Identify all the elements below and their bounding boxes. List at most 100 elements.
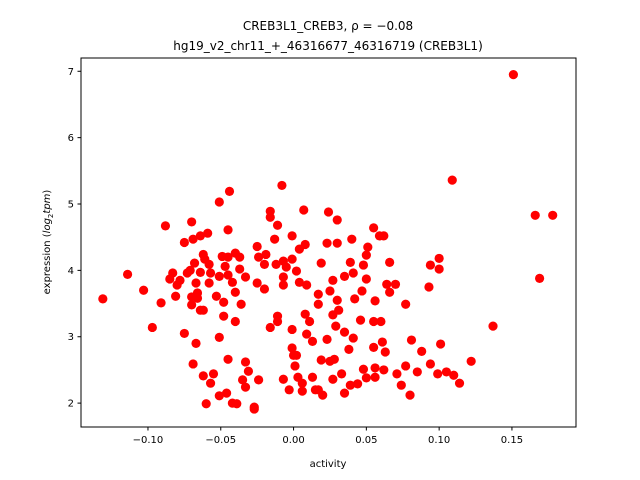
data-point: [98, 294, 108, 304]
data-point: [300, 309, 310, 319]
data-point: [287, 231, 297, 241]
data-point: [382, 279, 392, 289]
data-point: [390, 279, 401, 289]
data-point: [488, 321, 498, 331]
data-point: [328, 275, 338, 285]
data-point: [318, 390, 328, 400]
y-tick-label: 5: [68, 200, 74, 211]
data-point: [214, 271, 224, 281]
data-point: [304, 316, 315, 327]
data-point: [302, 329, 312, 339]
chart-title-line2: hg19_v2_chr11_+_46316677_46316719 (CREB3…: [173, 39, 483, 53]
data-point: [265, 212, 275, 222]
x-tick-label: 0.15: [501, 435, 523, 446]
data-point: [357, 286, 367, 296]
data-point: [219, 311, 229, 321]
data-point: [188, 234, 198, 244]
data-point: [259, 259, 270, 270]
data-point: [332, 238, 342, 248]
data-point: [380, 347, 390, 357]
data-point: [548, 210, 558, 220]
data-point: [291, 266, 302, 276]
data-point: [243, 366, 254, 376]
data-point: [265, 322, 275, 333]
plot-frame: [80, 57, 577, 428]
data-point: [348, 333, 358, 343]
data-point: [425, 359, 436, 369]
x-axis-ticks: −0.10 −0.05 0.00 0.05 0.10 0.15: [133, 427, 523, 446]
data-point: [345, 257, 355, 268]
data-point: [254, 252, 264, 262]
data-point: [369, 342, 379, 352]
data-point: [252, 241, 262, 252]
data-point: [201, 399, 211, 409]
y-tick-label: 2: [68, 399, 74, 410]
x-tick-label: 0.05: [355, 435, 377, 446]
data-point: [385, 257, 395, 268]
data-point: [205, 378, 216, 388]
data-point: [179, 237, 189, 248]
data-point: [235, 264, 245, 274]
y-tick-label: 6: [68, 133, 74, 144]
data-point: [204, 278, 214, 288]
data-point: [240, 272, 251, 282]
data-point: [179, 328, 189, 339]
data-point: [221, 388, 232, 398]
data-point: [361, 274, 371, 284]
x-tick-label: 0.10: [428, 435, 450, 446]
data-point: [261, 249, 271, 260]
data-point: [331, 321, 341, 331]
data-point: [211, 291, 221, 301]
data-point: [417, 346, 427, 356]
data-point: [316, 355, 326, 365]
data-point: [313, 299, 323, 309]
data-point: [535, 273, 545, 283]
data-point: [238, 375, 248, 385]
data-point: [195, 231, 205, 241]
data-point: [339, 271, 350, 281]
data-point: [392, 369, 402, 379]
data-point: [297, 386, 307, 396]
data-point: [348, 268, 358, 278]
data-point: [353, 379, 363, 389]
data-point: [278, 272, 288, 282]
data-point: [230, 287, 240, 297]
data-point: [240, 357, 251, 367]
data-point: [337, 369, 347, 379]
data-point: [290, 361, 300, 371]
x-tick-label: −0.10: [133, 435, 164, 446]
data-point: [214, 391, 224, 401]
data-point: [287, 254, 297, 264]
data-point: [205, 268, 216, 278]
data-point: [425, 260, 436, 270]
data-point: [147, 322, 157, 333]
data-point: [223, 354, 233, 364]
data-point: [401, 299, 411, 309]
data-point: [171, 291, 181, 301]
data-point: [369, 223, 379, 233]
data-point: [270, 234, 280, 244]
data-point: [361, 373, 371, 383]
x-tick-label: −0.05: [205, 435, 236, 446]
data-point: [294, 244, 304, 254]
data-point: [299, 205, 309, 215]
data-point: [230, 316, 240, 327]
data-point: [287, 324, 297, 335]
data-point: [139, 285, 149, 295]
data-point: [272, 220, 283, 230]
data-point: [344, 344, 354, 354]
data-point: [219, 297, 229, 307]
data-point: [433, 369, 443, 379]
data-point: [156, 298, 166, 308]
y-axis-label: expression (log2tpm): [42, 190, 55, 295]
data-point: [192, 293, 203, 303]
data-point: [328, 374, 338, 384]
data-point: [355, 315, 366, 325]
data-point: [436, 339, 446, 349]
data-point: [287, 343, 297, 353]
data-point: [223, 225, 233, 235]
x-tick-label: 0.00: [282, 435, 304, 446]
data-point: [385, 287, 395, 297]
